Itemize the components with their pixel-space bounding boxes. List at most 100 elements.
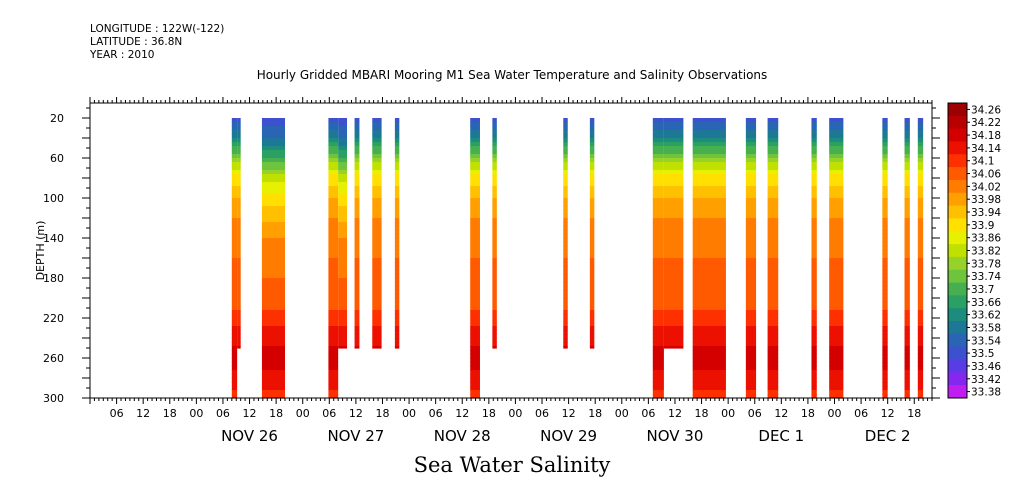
- salinity-cell: [829, 242, 844, 247]
- salinity-cell: [917, 318, 924, 323]
- salinity-cell: [692, 266, 726, 271]
- salinity-cell: [563, 330, 568, 335]
- salinity-cell: [261, 350, 285, 355]
- salinity-cell: [338, 310, 348, 315]
- colorbar-label: 33.42: [971, 374, 1001, 386]
- colorbar-label: 33.98: [971, 194, 1001, 206]
- salinity-cell: [882, 298, 888, 303]
- salinity-cell: [470, 286, 480, 291]
- salinity-cell: [767, 142, 779, 147]
- salinity-cell: [328, 330, 339, 335]
- salinity-cell: [328, 250, 339, 255]
- salinity-cell: [692, 182, 726, 187]
- salinity-cell: [563, 158, 568, 163]
- salinity-cell: [589, 302, 595, 307]
- salinity-cell: [328, 150, 339, 155]
- salinity-cell: [354, 178, 360, 183]
- salinity-cell: [261, 274, 285, 279]
- data-column: [338, 118, 348, 349]
- salinity-cell: [811, 342, 817, 347]
- salinity-cell: [692, 350, 726, 355]
- salinity-cell: [904, 390, 910, 395]
- x-tick-label: 12: [562, 407, 576, 420]
- salinity-cell: [394, 154, 400, 159]
- salinity-cell: [829, 382, 844, 387]
- salinity-cell: [917, 214, 924, 219]
- salinity-cell: [917, 350, 924, 355]
- salinity-cell: [745, 378, 757, 383]
- salinity-cell: [328, 234, 339, 239]
- salinity-cell: [882, 238, 888, 243]
- salinity-cell: [882, 318, 888, 323]
- salinity-cell: [394, 298, 400, 303]
- salinity-cell: [237, 138, 241, 143]
- salinity-cell: [261, 270, 285, 275]
- salinity-cell: [338, 342, 348, 347]
- salinity-cell: [394, 214, 400, 219]
- salinity-cell: [652, 218, 664, 223]
- salinity-cell: [692, 258, 726, 263]
- salinity-cell: [394, 286, 400, 291]
- colorbar-swatch: [948, 154, 967, 168]
- salinity-cell: [470, 374, 480, 379]
- salinity-cell: [261, 234, 285, 239]
- salinity-cell: [338, 346, 348, 349]
- salinity-cell: [237, 130, 241, 135]
- salinity-cell: [470, 238, 480, 243]
- salinity-cell: [917, 322, 924, 327]
- salinity-cell: [917, 178, 924, 183]
- salinity-cell: [904, 162, 910, 167]
- salinity-cell: [917, 170, 924, 175]
- colorbar-swatch: [948, 192, 967, 207]
- salinity-cell: [470, 226, 480, 231]
- salinity-cell: [882, 354, 888, 359]
- salinity-cell: [745, 210, 757, 215]
- salinity-cell: [492, 278, 497, 283]
- salinity-cell: [589, 202, 595, 207]
- salinity-cell: [563, 246, 568, 251]
- salinity-cell: [811, 390, 817, 395]
- salinity-cell: [261, 206, 285, 211]
- salinity-cell: [767, 338, 779, 343]
- salinity-cell: [470, 346, 480, 351]
- x-tick-label: 18: [482, 407, 496, 420]
- salinity-cell: [354, 250, 360, 255]
- salinity-cell: [917, 290, 924, 295]
- salinity-cell: [372, 162, 382, 167]
- salinity-cell: [394, 130, 400, 135]
- salinity-cell: [563, 274, 568, 279]
- salinity-cell: [237, 190, 241, 195]
- salinity-cell: [492, 138, 497, 143]
- salinity-cell: [663, 174, 684, 179]
- salinity-cell: [394, 282, 400, 287]
- salinity-cell: [338, 278, 348, 283]
- salinity-cell: [563, 118, 568, 123]
- salinity-cell: [745, 382, 757, 387]
- salinity-cell: [338, 174, 348, 179]
- salinity-cell: [917, 314, 924, 319]
- salinity-cell: [767, 374, 779, 379]
- salinity-cell: [589, 342, 595, 347]
- colorbar-swatch: [948, 321, 967, 335]
- colorbar-label: 33.5: [971, 348, 994, 360]
- day-label: NOV 29: [540, 427, 597, 445]
- salinity-cell: [767, 190, 779, 195]
- salinity-cell: [811, 262, 817, 267]
- salinity-cell: [563, 166, 568, 171]
- salinity-cell: [917, 154, 924, 159]
- salinity-cell: [745, 262, 757, 267]
- salinity-cell: [563, 218, 568, 223]
- salinity-cell: [394, 266, 400, 271]
- salinity-cell: [563, 174, 568, 179]
- salinity-cell: [261, 210, 285, 215]
- salinity-cell: [338, 214, 348, 219]
- salinity-cell: [767, 278, 779, 283]
- salinity-cell: [394, 246, 400, 251]
- salinity-cell: [492, 334, 497, 339]
- salinity-cell: [589, 254, 595, 259]
- salinity-cell: [492, 234, 497, 239]
- salinity-cell: [917, 130, 924, 135]
- salinity-cell: [338, 302, 348, 307]
- colorbar-swatch: [948, 103, 967, 117]
- salinity-cell: [338, 186, 348, 191]
